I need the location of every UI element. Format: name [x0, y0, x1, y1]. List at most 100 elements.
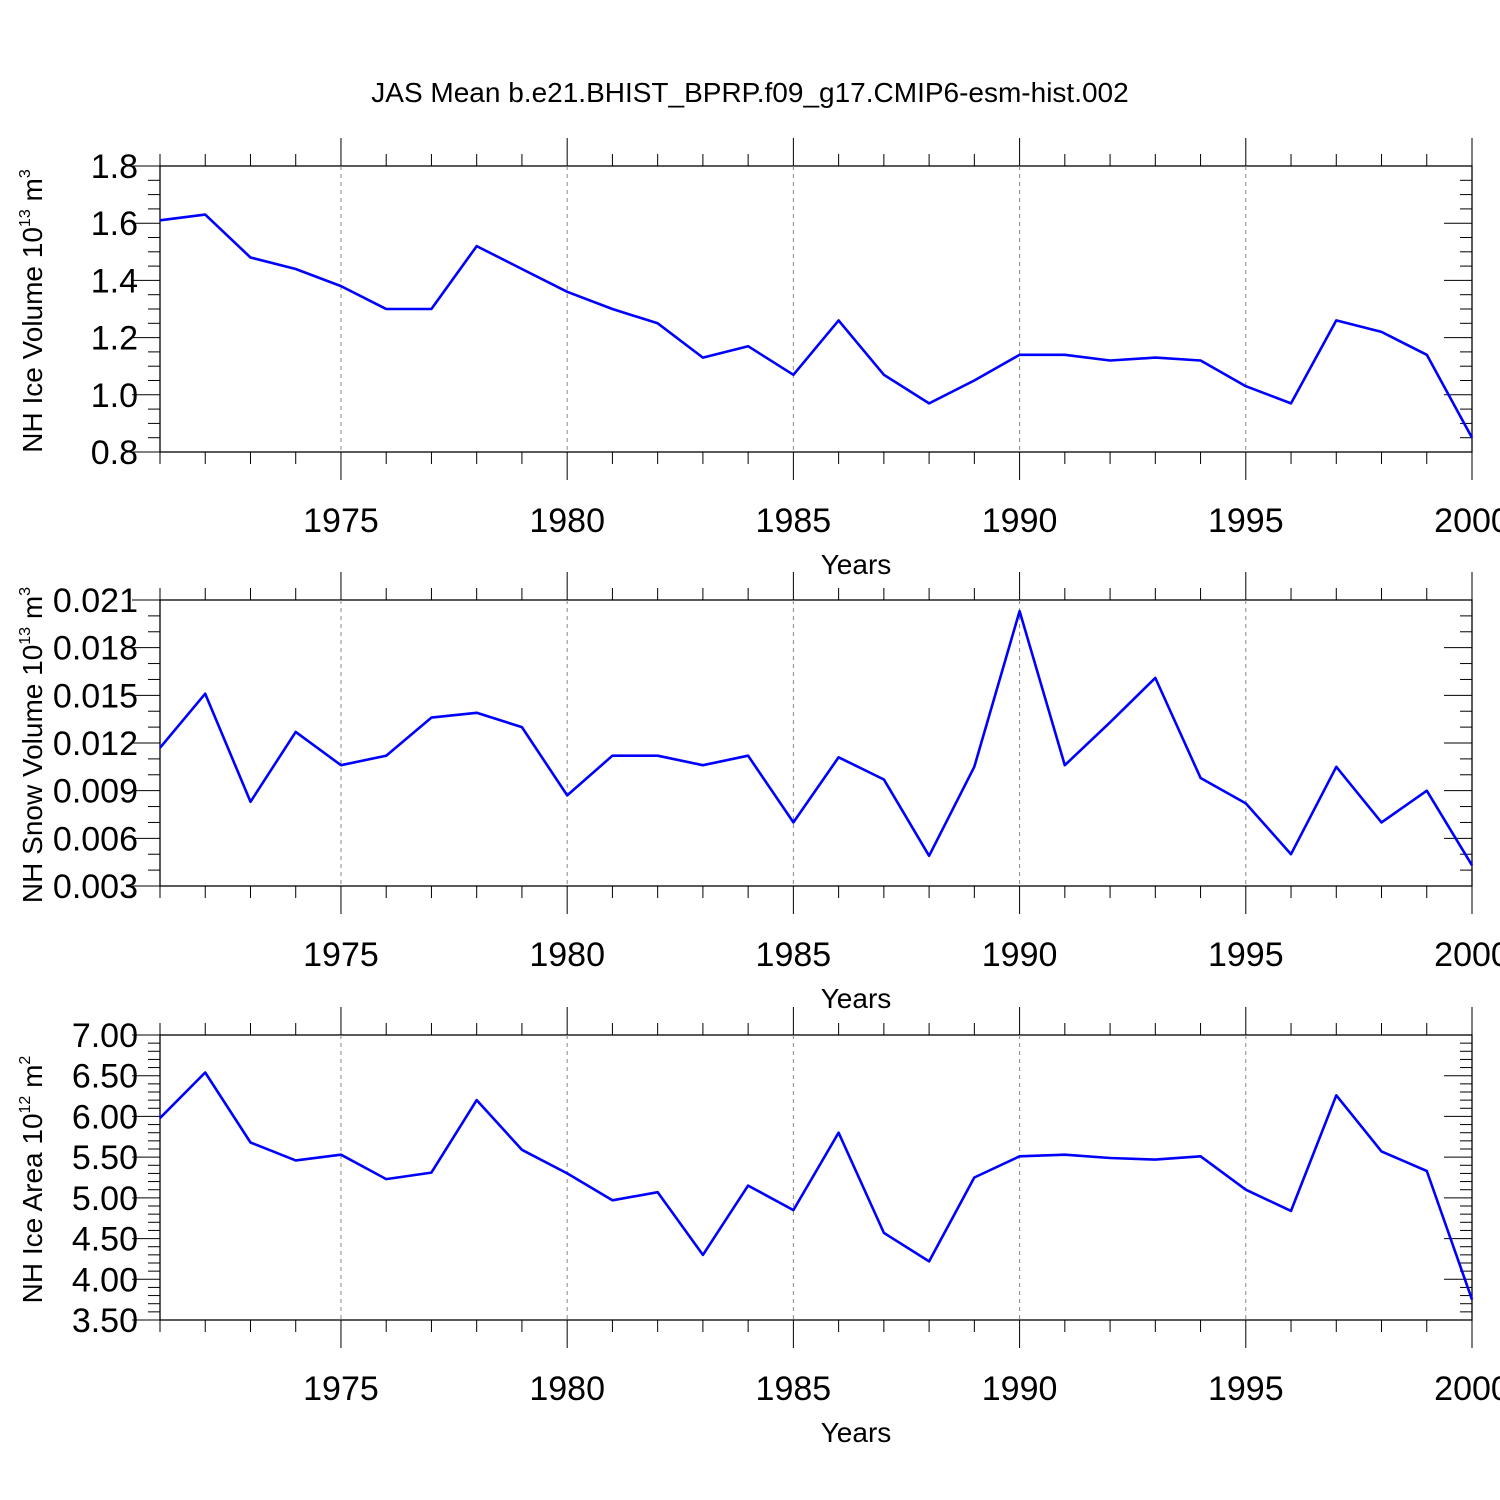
plot-frame	[159, 599, 1473, 887]
y-tick-label: 4.00	[72, 1261, 138, 1299]
data-point	[247, 255, 253, 261]
data-point	[1333, 1092, 1339, 1098]
data-point	[383, 753, 389, 759]
data-point	[1198, 357, 1204, 363]
data-point	[247, 1139, 253, 1145]
data-point	[157, 217, 163, 223]
plot-frame	[159, 1034, 1473, 1321]
y-axis-title-exponent: 13	[17, 627, 34, 645]
x-tick-label: 1985	[756, 1370, 832, 1408]
data-point	[790, 819, 796, 825]
y-axis-title-main: NH Snow Volume 10	[17, 645, 48, 903]
data-point	[519, 724, 525, 730]
y-tick-label: 1.6	[91, 205, 138, 243]
data-point	[519, 1147, 525, 1153]
data-point	[836, 1130, 842, 1136]
y-tick-label: 7.00	[72, 1017, 138, 1055]
y-tick-label: 0.018	[53, 630, 138, 668]
data-point	[338, 283, 344, 289]
data-point	[383, 306, 389, 312]
y-axis-title-unit: m	[17, 178, 48, 209]
chart-title: JAS Mean b.e21.BHIST_BPRP.f09_g17.CMIP6-…	[371, 77, 1128, 108]
data-point	[474, 243, 480, 249]
panel-2: 0.003 0.006 0.009 0.012 0.015 0.018 0.021 1975 1…	[17, 572, 1500, 1014]
panel-1: 0.8 1.0 1.2 1.4 1.6 1.8 1975 1980 1985 1990 1995 20…	[17, 138, 1500, 580]
y-axis-title-unit-exponent: 3	[17, 169, 34, 178]
data-point	[1288, 1208, 1294, 1214]
y-tick-label: 3.50	[72, 1302, 138, 1340]
data-point	[1017, 608, 1023, 614]
x-axis-title: Years	[821, 549, 892, 580]
x-tick-label: 2000	[1434, 502, 1500, 540]
series-line	[159, 213, 1474, 439]
y-tick-label: 1.0	[91, 377, 138, 415]
data-point	[609, 1197, 615, 1203]
data-point	[881, 1230, 887, 1236]
data-point	[700, 1252, 706, 1258]
y-tick-label: 1.2	[91, 320, 138, 358]
data-point	[971, 1175, 977, 1181]
data-point	[1107, 1155, 1113, 1161]
data-point	[700, 355, 706, 361]
data-point	[655, 320, 661, 326]
y-axis-title: NH Ice Volume 1013 m3	[17, 169, 48, 453]
data-point	[428, 306, 434, 312]
y-axis-title-unit: m	[17, 596, 48, 627]
data-point	[609, 306, 615, 312]
data-point	[1243, 1187, 1249, 1193]
data-point	[338, 762, 344, 768]
y-tick-label: 0.006	[53, 820, 138, 858]
y-tick-label: 0.015	[53, 677, 138, 715]
data-point	[564, 792, 570, 798]
x-tick-label: 1995	[1208, 502, 1284, 540]
data-point	[926, 853, 932, 859]
data-point	[1062, 1152, 1068, 1158]
data-point	[202, 691, 208, 697]
x-tick-label: 1995	[1208, 1370, 1284, 1408]
data-point	[790, 1207, 796, 1213]
data-point	[836, 754, 842, 760]
y-tick-label: 0.003	[53, 868, 138, 906]
y-axis-title: NH Ice Area 1012 m2	[17, 1056, 48, 1304]
data-point	[1379, 819, 1385, 825]
data-point	[293, 1157, 299, 1163]
data-point	[1198, 775, 1204, 781]
data-point	[1017, 352, 1023, 358]
data-point	[655, 1189, 661, 1195]
data-point	[1152, 1157, 1158, 1163]
data-point	[745, 1183, 751, 1189]
plot-frame	[159, 165, 1473, 453]
y-tick-label: 0.021	[53, 582, 138, 620]
data-point	[474, 710, 480, 716]
data-point	[836, 317, 842, 323]
data-point	[293, 266, 299, 272]
data-point	[1152, 355, 1158, 361]
data-point	[202, 1069, 208, 1075]
x-axis-title: Years	[821, 1417, 892, 1448]
data-point	[745, 343, 751, 349]
data-point	[926, 400, 932, 406]
data-point	[1424, 788, 1430, 794]
series-line	[159, 609, 1474, 866]
data-point	[1333, 764, 1339, 770]
data-point	[1152, 675, 1158, 681]
x-tick-label: 1990	[982, 502, 1058, 540]
data-point	[790, 372, 796, 378]
x-tick-label: 1995	[1208, 936, 1284, 974]
data-point	[655, 753, 661, 759]
data-point	[1062, 762, 1068, 768]
data-point	[428, 715, 434, 721]
data-point	[1469, 435, 1475, 441]
data-point	[383, 1176, 389, 1182]
data-point	[1198, 1153, 1204, 1159]
y-tick-label: 0.009	[53, 773, 138, 811]
data-point	[474, 1097, 480, 1103]
data-point	[745, 753, 751, 759]
data-point	[1017, 1153, 1023, 1159]
data-point	[1424, 1168, 1430, 1174]
x-tick-label: 2000	[1434, 936, 1500, 974]
x-tick-label: 1990	[982, 936, 1058, 974]
panel-3: 3.504.004.505.005.506.006.507.00 1975 1980…	[17, 1007, 1500, 1448]
y-axis-title-exponent: 12	[17, 1096, 34, 1114]
